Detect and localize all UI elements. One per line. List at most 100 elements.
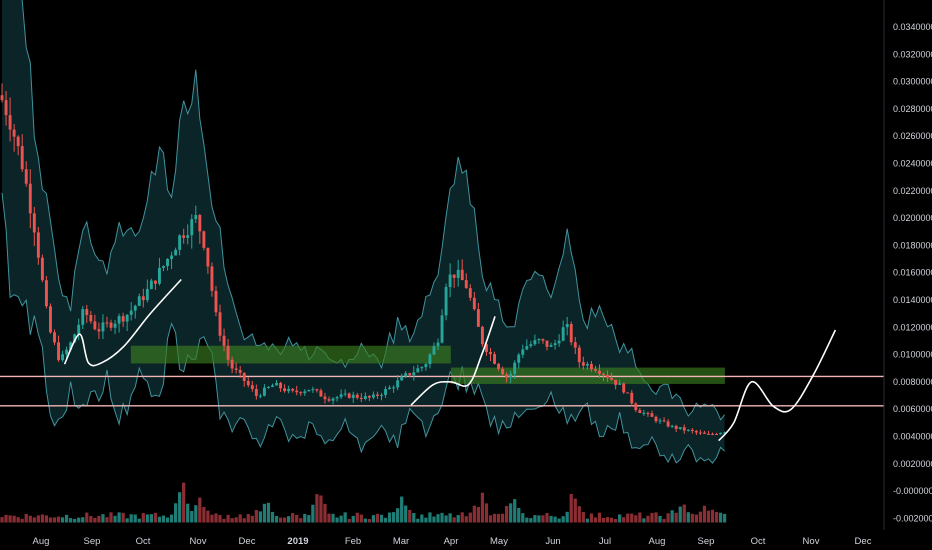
volume-bar — [714, 512, 719, 523]
volume-bar — [351, 515, 355, 523]
volume-bar — [589, 513, 594, 523]
candle-body — [355, 394, 359, 398]
candle-body — [581, 362, 585, 366]
volume-bar — [581, 512, 585, 523]
candle-body — [61, 354, 65, 361]
candle-body — [121, 316, 125, 322]
candle-body — [630, 392, 634, 404]
volume-bar — [194, 505, 198, 523]
volume-bar — [299, 518, 303, 523]
volume-bar — [4, 514, 8, 523]
candle-body — [658, 420, 662, 422]
candle-body — [351, 394, 355, 398]
volume-bar — [513, 499, 517, 523]
candle-body — [384, 389, 387, 395]
time-axis[interactable]: Aug Sep Oct Nov Dec 2019 Feb Mar Apr May Jun Jul Aug… — [33, 536, 872, 547]
volume-bar — [266, 502, 271, 523]
price-tick-label: 0.03400000 — [893, 22, 932, 32]
candle-body — [24, 169, 28, 184]
volume-bar — [250, 515, 254, 523]
volume-bar — [8, 515, 12, 523]
candle-body — [557, 340, 561, 344]
candle-body — [311, 389, 315, 391]
volume-bar — [101, 514, 105, 523]
candle-body — [65, 349, 69, 355]
candle-body — [460, 269, 464, 281]
volume-bar — [16, 517, 20, 523]
volume-bar — [230, 518, 234, 523]
candle-body — [638, 410, 642, 413]
candle-body — [549, 345, 553, 347]
time-tick-label: Jun — [545, 536, 560, 547]
volume-bar — [492, 513, 497, 523]
volume-bar — [601, 518, 606, 523]
volume-bar — [557, 518, 561, 523]
volume-bar — [69, 518, 73, 523]
candle-body — [565, 323, 569, 328]
projection-curve-1[interactable] — [63, 278, 182, 367]
candle-body — [642, 412, 646, 414]
candle-body — [569, 323, 573, 343]
volume-bar — [254, 510, 258, 523]
volume-bar — [226, 514, 230, 523]
candle-body — [49, 306, 52, 333]
candle-body — [448, 274, 452, 288]
candle-body — [81, 309, 85, 325]
volume-bar — [585, 518, 589, 523]
volume-bar — [642, 518, 646, 523]
candle-body — [509, 373, 513, 378]
volume-bar — [169, 514, 174, 523]
volume-bar — [460, 512, 464, 523]
candle-body — [133, 305, 137, 311]
candle-body — [517, 354, 521, 363]
candle-body — [295, 390, 299, 393]
candle-body — [375, 394, 379, 396]
time-tick-label: Aug — [33, 536, 50, 547]
candle-body — [359, 397, 363, 399]
volume-bar — [480, 492, 485, 523]
candle-body — [335, 397, 339, 399]
volume-bar — [626, 513, 630, 523]
projection-curve-2[interactable] — [410, 316, 496, 406]
volume-bar — [622, 517, 626, 523]
candle-body — [271, 385, 274, 387]
price-axis[interactable]: 0.03400000 0.03200000 0.03000000 0.02800000… — [893, 22, 932, 523]
candle-body — [89, 315, 93, 322]
volume-bar — [182, 482, 186, 523]
candle-body — [513, 362, 517, 374]
volume-bar — [577, 506, 581, 523]
candle-body — [412, 372, 416, 376]
price-tick-label: 0.01000000 — [893, 350, 932, 360]
horizontal-levels[interactable] — [0, 375, 884, 407]
candle-body — [529, 344, 533, 347]
candle-body — [388, 387, 392, 390]
volume-bar — [387, 512, 392, 523]
volume-bar — [650, 512, 654, 523]
candle-body — [428, 354, 432, 365]
volume-bar — [20, 518, 24, 523]
candle-body — [158, 267, 161, 284]
volume-bar — [242, 518, 246, 523]
candle-body — [162, 266, 165, 268]
candle-body — [400, 376, 404, 381]
candle-body — [666, 421, 670, 427]
volume-bar — [339, 515, 343, 523]
candle-body — [186, 235, 190, 238]
volume-bar — [343, 512, 347, 523]
candle-body — [380, 394, 383, 396]
time-tick-label: Aug — [649, 536, 666, 547]
candle-body — [16, 136, 20, 147]
volume-bar — [408, 509, 412, 523]
candle-body — [113, 323, 117, 328]
time-tick-label: May — [490, 536, 508, 547]
candle-body — [117, 316, 121, 324]
candle-body — [533, 340, 537, 345]
projection-curves[interactable] — [63, 278, 837, 442]
candle-body — [178, 235, 182, 250]
candle-body — [210, 266, 214, 291]
projection-curve-3[interactable] — [718, 329, 837, 442]
price-tick-label: 0.00400000 — [893, 432, 932, 442]
volume-bar — [710, 509, 715, 523]
time-tick-label: Jul — [599, 536, 611, 547]
